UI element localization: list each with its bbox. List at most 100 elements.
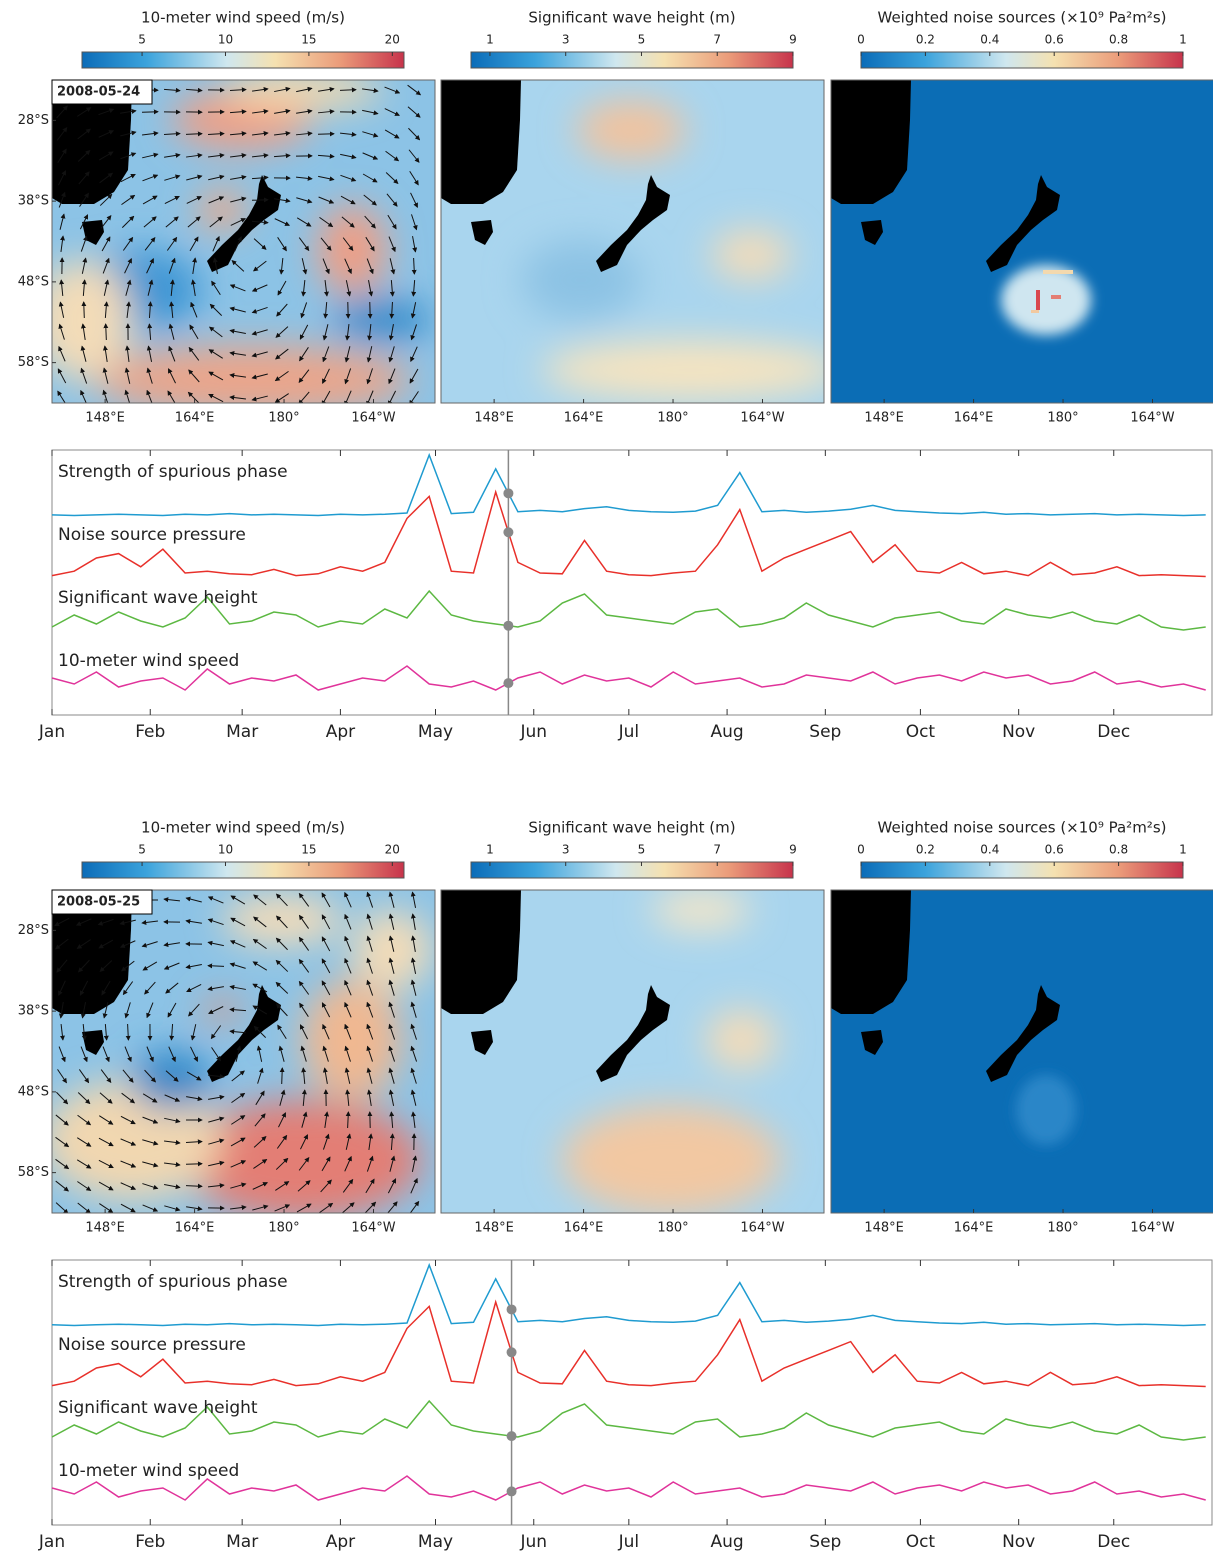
wind-arrow bbox=[168, 323, 175, 340]
x-tick-label: 164°E bbox=[564, 411, 604, 426]
wind-arrow bbox=[207, 896, 224, 904]
wind-arrow bbox=[165, 1070, 179, 1082]
wind-arrow bbox=[188, 1003, 200, 1017]
wind-arrow bbox=[275, 959, 289, 972]
wind-arrow bbox=[208, 1160, 225, 1167]
x-tick-label: 148°E bbox=[85, 1221, 125, 1236]
wind-arrow bbox=[119, 919, 136, 926]
wind-arrow bbox=[366, 913, 373, 930]
map-frame bbox=[440, 889, 825, 1214]
wind-arrow bbox=[275, 326, 289, 338]
wind-arrow bbox=[120, 1182, 137, 1190]
colorbar-tick-label: 1 bbox=[486, 843, 494, 857]
wind-arrow bbox=[186, 983, 202, 993]
map-frame bbox=[440, 79, 825, 404]
wind-arrow bbox=[55, 1158, 70, 1170]
landmass bbox=[82, 1030, 104, 1055]
wind-arrow bbox=[59, 213, 66, 230]
wind-arrow bbox=[99, 172, 114, 184]
x-tick-label: 180° bbox=[268, 1221, 299, 1236]
date-label: 2008-05-25 bbox=[57, 895, 140, 910]
colorbar-title: 10-meter wind speed (m/s) bbox=[141, 9, 345, 27]
colorbar-tick-label: 3 bbox=[562, 33, 570, 47]
wind-arrow bbox=[60, 235, 65, 252]
wind-arrow bbox=[319, 216, 334, 228]
wind-arrow bbox=[185, 87, 203, 93]
colorbar-tick-label: 0.2 bbox=[916, 843, 935, 857]
wind-arrow bbox=[76, 1137, 92, 1147]
wind-arrow bbox=[231, 1070, 245, 1082]
wind-arrow bbox=[56, 1091, 69, 1105]
wind-arrow bbox=[103, 279, 110, 296]
wind-arrow bbox=[344, 1045, 351, 1062]
wind-arrow bbox=[192, 257, 198, 274]
map-frame bbox=[51, 889, 436, 1214]
wind-arrow bbox=[410, 1067, 417, 1084]
wind-arrow bbox=[76, 1159, 92, 1169]
wind-arrow bbox=[208, 1138, 225, 1145]
wind-arrow bbox=[141, 131, 159, 137]
wind-arrow bbox=[322, 368, 330, 384]
colorbar-tick-label: 9 bbox=[789, 843, 797, 857]
series-label: Strength of spurious phase bbox=[58, 1272, 288, 1292]
wind-arrow bbox=[362, 109, 379, 116]
wind-arrow bbox=[299, 1002, 309, 1017]
colorbar-tick-label: 0 bbox=[857, 33, 865, 47]
wind-arrow bbox=[208, 371, 224, 381]
wind-arrow bbox=[365, 236, 375, 252]
colorbar-tick-label: 5 bbox=[138, 33, 146, 47]
wind-arrow bbox=[274, 86, 291, 93]
wind-arrow bbox=[58, 301, 65, 318]
wind-arrow bbox=[340, 174, 357, 182]
wind-arrow bbox=[275, 893, 288, 907]
wind-arrow bbox=[344, 1067, 351, 1084]
wind-arrow bbox=[321, 936, 331, 952]
wind-arrow bbox=[230, 1160, 247, 1168]
wind-arrow bbox=[388, 957, 395, 974]
wind-arrow bbox=[164, 1140, 181, 1145]
x-tick-label: Aug bbox=[710, 722, 743, 742]
land bbox=[831, 80, 1060, 272]
cursor-dot bbox=[503, 488, 514, 499]
wind-arrow bbox=[388, 913, 395, 930]
map: 148°E 164°E 180° 164°W Weighted noise source… bbox=[830, 819, 1213, 1236]
wind-arrow bbox=[254, 1113, 266, 1127]
noise-hotspot bbox=[1051, 295, 1061, 299]
wind-arrow bbox=[141, 941, 158, 948]
wind-arrow bbox=[124, 1046, 132, 1063]
wind-arrow bbox=[169, 301, 175, 319]
wind-arrow bbox=[207, 1183, 225, 1189]
wind-arrow bbox=[388, 1001, 395, 1018]
wind-arrow bbox=[163, 942, 180, 948]
wind-arrow bbox=[98, 108, 115, 116]
wind-arrow bbox=[251, 197, 269, 203]
x-tick-label: Dec bbox=[1097, 1532, 1130, 1552]
wind-arrow bbox=[98, 1137, 114, 1147]
series-line bbox=[51, 1399, 1206, 1441]
landmass bbox=[441, 80, 521, 204]
wind-arrow bbox=[368, 280, 374, 297]
x-tick-label: 148°E bbox=[474, 411, 514, 426]
wind-arrow bbox=[229, 373, 246, 378]
wind-arrow bbox=[97, 918, 114, 926]
wind-arrow bbox=[122, 1069, 134, 1083]
wind-arrow bbox=[208, 153, 225, 158]
wind-arrow bbox=[185, 1161, 203, 1167]
wind-arrow bbox=[57, 1069, 67, 1084]
wind-arrow bbox=[410, 1001, 417, 1018]
wind-arrow bbox=[295, 131, 313, 137]
x-tick-label: 164°E bbox=[175, 1221, 215, 1236]
wind-arrow bbox=[186, 1206, 203, 1212]
x-tick-label: 180° bbox=[1047, 411, 1078, 426]
x-tick-label: Mar bbox=[226, 722, 258, 742]
wind-arrow bbox=[101, 236, 111, 252]
wind-arrow bbox=[366, 1067, 373, 1084]
wind-arrow bbox=[98, 1181, 114, 1191]
wind-arrow bbox=[363, 194, 377, 206]
wind-arrow bbox=[345, 280, 352, 297]
wind-arrow bbox=[384, 86, 401, 94]
wind-arrow bbox=[323, 301, 329, 319]
wind-arrow bbox=[322, 258, 330, 275]
wind-arrow bbox=[389, 1133, 395, 1151]
wind-arrow bbox=[80, 235, 88, 252]
